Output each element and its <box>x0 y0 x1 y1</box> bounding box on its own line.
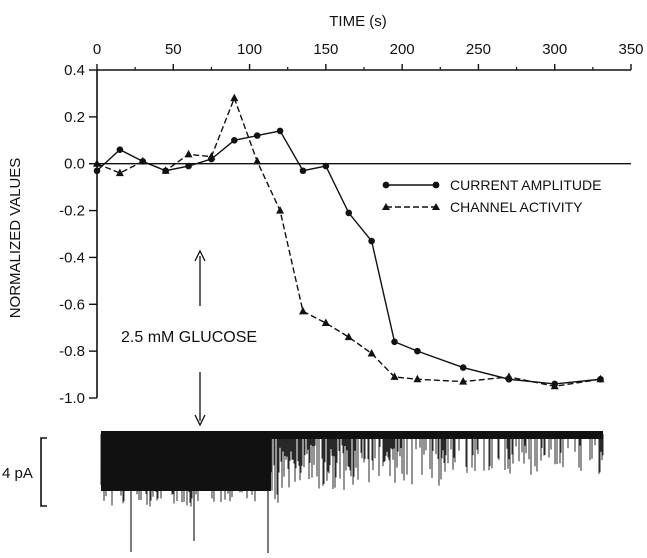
x-tick-label: 50 <box>165 41 182 58</box>
x-tick-label: 250 <box>466 41 491 58</box>
y-axis-ticks: 0.4 0.2 0.0 -0.2 -0.4 -0.6 -0.8 -1.0 <box>59 62 97 407</box>
point-current <box>299 167 307 175</box>
point-channel <box>184 149 193 158</box>
point-current <box>185 162 192 170</box>
y-tick-label: -0.2 <box>59 203 85 220</box>
point-channel <box>161 166 170 174</box>
point-current <box>322 162 330 170</box>
point-current <box>231 136 238 144</box>
x-tick-label: 350 <box>618 41 643 58</box>
point-channel <box>596 374 605 383</box>
point-channel <box>504 372 513 380</box>
x-tick-label: 100 <box>237 41 262 58</box>
y-tick-label: 0.2 <box>64 109 85 126</box>
legend-marker-channel <box>382 203 390 210</box>
point-current <box>345 209 353 217</box>
point-channel <box>298 306 307 315</box>
point-channel <box>459 377 468 385</box>
arrow-up-head <box>194 249 206 262</box>
legend-label-channel: CHANNEL ACTIVITY <box>450 199 583 215</box>
point-channel <box>344 332 353 341</box>
point-channel <box>390 372 399 380</box>
legend: CURRENT AMPLITUDE CHANNEL ACTIVITY <box>382 177 601 215</box>
x-axis-title: TIME (s) <box>329 13 387 30</box>
trace-baseline <box>101 431 603 439</box>
point-current <box>368 237 375 245</box>
point-channel <box>321 318 330 327</box>
legend-item-channel: CHANNEL ACTIVITY <box>382 199 583 215</box>
x-tick-label: 300 <box>542 41 567 58</box>
y-tick-label: -0.8 <box>59 343 85 360</box>
x-tick-label: 0 <box>93 41 101 58</box>
x-axis-ticks: 0 50 100 150 200 250 300 350 <box>93 41 644 70</box>
point-channel <box>550 381 559 390</box>
legend-item-current: CURRENT AMPLITUDE <box>382 177 601 193</box>
series-group <box>93 93 605 390</box>
point-channel <box>230 93 239 102</box>
point-current <box>459 364 467 371</box>
point-channel <box>276 206 285 214</box>
arrow-down-head <box>194 414 206 427</box>
point-channel <box>367 348 376 357</box>
trace-lines <box>100 431 604 553</box>
scale-bar <box>40 437 47 507</box>
trace-dense-block <box>101 431 271 491</box>
point-current <box>93 167 101 175</box>
point-channel <box>207 152 216 160</box>
point-current <box>253 132 261 139</box>
point-channel <box>413 374 422 383</box>
legend-marker-current <box>382 181 390 189</box>
current-trace: 4 pA <box>2 431 604 553</box>
x-tick-label: 150 <box>313 41 338 58</box>
point-channel <box>93 159 101 167</box>
legend-label-current: CURRENT AMPLITUDE <box>450 177 601 193</box>
x-tick-label: 200 <box>390 41 415 58</box>
point-current <box>276 127 284 135</box>
legend-marker-channel-end <box>432 203 440 210</box>
scale-bar-label: 4 pA <box>2 465 33 482</box>
y-tick-label: -0.6 <box>59 296 85 313</box>
point-channel <box>115 168 124 177</box>
point-channel <box>253 156 262 165</box>
point-current <box>116 146 124 153</box>
y-tick-label: 0.4 <box>64 62 85 79</box>
y-tick-label: 0.0 <box>64 156 85 173</box>
glucose-annotation-text: 2.5 mM GLUCOSE <box>121 329 257 346</box>
point-current <box>414 347 421 355</box>
point-channel <box>138 156 147 165</box>
glucose-annotation: 2.5 mM GLUCOSE <box>121 249 257 427</box>
y-tick-label: -1.0 <box>59 390 85 407</box>
point-current <box>391 338 398 346</box>
legend-marker-current-end <box>432 181 440 189</box>
y-axis-title: NORMALIZED VALUES <box>7 158 24 319</box>
y-tick-label: -0.4 <box>59 249 85 266</box>
